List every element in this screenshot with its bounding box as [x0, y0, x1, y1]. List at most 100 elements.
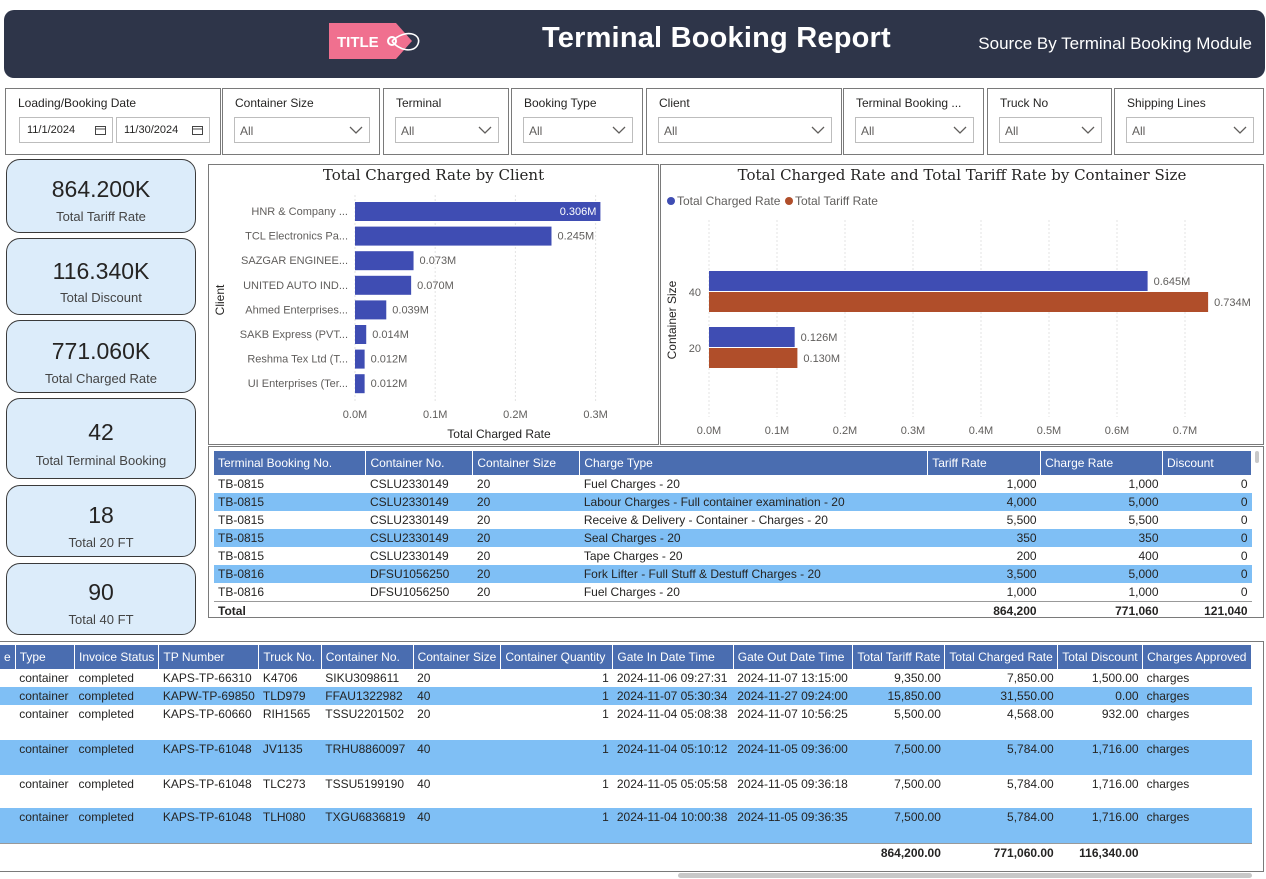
chevron-down-icon [612, 126, 626, 134]
table-cell: 40 [413, 808, 501, 843]
container-size-bar-chart: Total Charged Rate Total Tariff Rate 0.0M 0… [665, 194, 1251, 437]
column-header[interactable]: Total Charged Rate [944, 645, 1059, 669]
table-row[interactable]: container completed KAPS-TP-61048 TLC273 TSS… [0, 775, 1252, 808]
column-header[interactable]: Terminal Booking No. [214, 451, 367, 475]
table-cell: 5,500.00 [894, 707, 941, 721]
column-header[interactable]: Total Tariff Rate [852, 645, 946, 669]
table-cell: 1 [500, 808, 613, 843]
bar [355, 374, 365, 394]
table-cell: RIH1565 [262, 707, 311, 721]
total-cell: 771,060.00 [944, 842, 1058, 863]
table-row[interactable]: TB-0815 CSLU2330149 20 Tape Charges - 20 200… [214, 547, 1252, 565]
table-row[interactable]: TB-0815 CSLU2330149 20 Fuel Charges - 20 1,0… [214, 475, 1252, 493]
table-row[interactable]: TB-0815 CSLU2330149 20 Seal Charges - 20 350… [214, 529, 1252, 547]
kpi-label: Total Charged Rate [44, 371, 157, 386]
column-header[interactable]: Container No. [321, 645, 414, 669]
table-cell: 40 [413, 687, 501, 705]
table-cell: 7,500.00 [852, 808, 945, 843]
column-header[interactable]: Container Size [472, 451, 581, 475]
total-cell [733, 842, 853, 863]
kpi-total-discount: 116.340K Total Discount [6, 238, 196, 315]
x-tick-label: 0.3M [583, 409, 607, 421]
truck-no-dropdown[interactable]: All [999, 117, 1102, 143]
table-cell: 0 [1162, 565, 1252, 583]
column-header[interactable]: e [0, 645, 16, 669]
table-cell: container [19, 707, 69, 721]
terminal-booking-dropdown[interactable]: All [855, 117, 974, 143]
table-row[interactable]: container completed KAPS-TP-61048 TLH080 TXG… [0, 808, 1252, 843]
client-slicer: Client All [646, 88, 842, 155]
column-header[interactable]: Total Discount [1057, 645, 1144, 669]
table-cell: 1 [602, 671, 609, 685]
total-row: 864,200.00 771,060.00 116,340.00 [0, 842, 1252, 863]
table-cell: 20 [417, 671, 431, 685]
column-header[interactable]: Discount [1162, 451, 1252, 475]
column-header[interactable]: Gate In Date Time [612, 645, 734, 669]
table-cell: Labour Charges - Full container examinat… [579, 493, 928, 511]
container-size-chart-panel: Total Charged Rate and Total Tariff Rate… [660, 164, 1264, 445]
table-cell: 2024-11-05 09:36:18 [737, 777, 848, 791]
end-date-input[interactable]: 11/30/2024 [116, 117, 210, 143]
table-row[interactable]: container completed KAPW-TP-69850 TLD979 FFA… [0, 687, 1252, 705]
table-cell: FFAU1322982 [321, 687, 414, 705]
booking-type-dropdown[interactable]: All [523, 117, 633, 143]
x-tick-label: 0.5M [1037, 425, 1061, 437]
y-tick-label: SAZGAR ENGINEE... [241, 255, 348, 267]
table-row[interactable]: container completed KAPS-TP-66310 K4706 SIKU… [0, 669, 1252, 687]
table-cell: charges [1142, 808, 1252, 843]
bar [709, 348, 798, 368]
y-tick-label: UI Enterprises (Ter... [248, 378, 348, 390]
table-row[interactable]: container completed KAPS-TP-61048 JV1135 TRH… [0, 740, 1252, 775]
data-label: 0.073M [420, 255, 457, 267]
table-row[interactable]: TB-0816 DFSU1056250 20 Fuel Charges - 20 1,0… [214, 583, 1252, 601]
table-row[interactable]: container completed KAPS-TP-60660 RIH1565 TS… [0, 705, 1252, 740]
chevron-down-icon [811, 126, 825, 134]
total-cell [365, 600, 473, 616]
column-header[interactable]: Container Quantity [500, 645, 614, 669]
column-header[interactable]: Charges Approved [1142, 645, 1252, 669]
x-axis-title: Total Charged Rate [447, 427, 551, 441]
column-header[interactable]: Invoice Status [74, 645, 160, 669]
table-cell: CSLU2330149 [369, 549, 449, 563]
table-cell: 40 [417, 777, 431, 791]
table-cell: 400 [1138, 549, 1159, 563]
column-header[interactable]: Tariff Rate [927, 451, 1042, 475]
start-date-input[interactable]: 11/1/2024 [19, 117, 113, 143]
data-label: 0.130M [803, 353, 840, 365]
table-cell: 1,716.00 [1091, 777, 1139, 791]
table-cell: 20 [476, 513, 491, 527]
chevron-down-icon [1081, 126, 1095, 134]
table-row[interactable]: TB-0815 CSLU2330149 20 Labour Charges - Ful… [214, 493, 1252, 511]
calendar-icon[interactable] [192, 125, 203, 135]
data-label: 0.014M [372, 329, 409, 341]
vertical-scrollbar[interactable] [1255, 451, 1259, 463]
table-row[interactable]: TB-0816 DFSU1056250 20 Fork Lifter - Full S… [214, 565, 1252, 583]
column-header[interactable]: Charge Rate [1040, 451, 1163, 475]
table-cell: CSLU2330149 [365, 529, 473, 547]
horizontal-scrollbar[interactable] [678, 873, 1252, 878]
bar [355, 349, 365, 369]
table-cell: TB-0815 [218, 513, 265, 527]
shipping-lines-dropdown[interactable]: All [1126, 117, 1254, 143]
client-dropdown[interactable]: All [658, 117, 832, 143]
column-header[interactable]: Type [15, 645, 76, 669]
terminal-dropdown[interactable]: All [395, 117, 499, 143]
kpi-total-20ft: 18 Total 20 FT [6, 485, 196, 557]
report-header: TITLE Terminal Booking Report Source By … [4, 10, 1265, 78]
column-header[interactable]: Container Size [413, 645, 502, 669]
table-row[interactable]: TB-0815 CSLU2330149 20 Receive & Delivery -… [214, 511, 1252, 529]
column-header[interactable]: Charge Type [579, 451, 929, 475]
kpi-total-charged: 771.060K Total Charged Rate [6, 320, 196, 393]
column-header[interactable]: Truck No. [258, 645, 322, 669]
table-cell: KAPS-TP-60660 [162, 707, 252, 721]
column-header[interactable]: Gate Out Date Time [733, 645, 854, 669]
column-header[interactable]: TP Number [158, 645, 260, 669]
table-cell: CSLU2330149 [365, 493, 473, 511]
column-header[interactable]: Container No. [365, 451, 474, 475]
calendar-icon[interactable] [95, 125, 106, 135]
table-cell [0, 669, 15, 687]
dropdown-value: All [529, 124, 543, 138]
container-size-dropdown[interactable]: All [234, 117, 370, 143]
kpi-value: 90 [88, 579, 114, 605]
client-chart-panel: Total Charged Rate by Client 0.0M 0.1M 0.2… [208, 164, 659, 445]
